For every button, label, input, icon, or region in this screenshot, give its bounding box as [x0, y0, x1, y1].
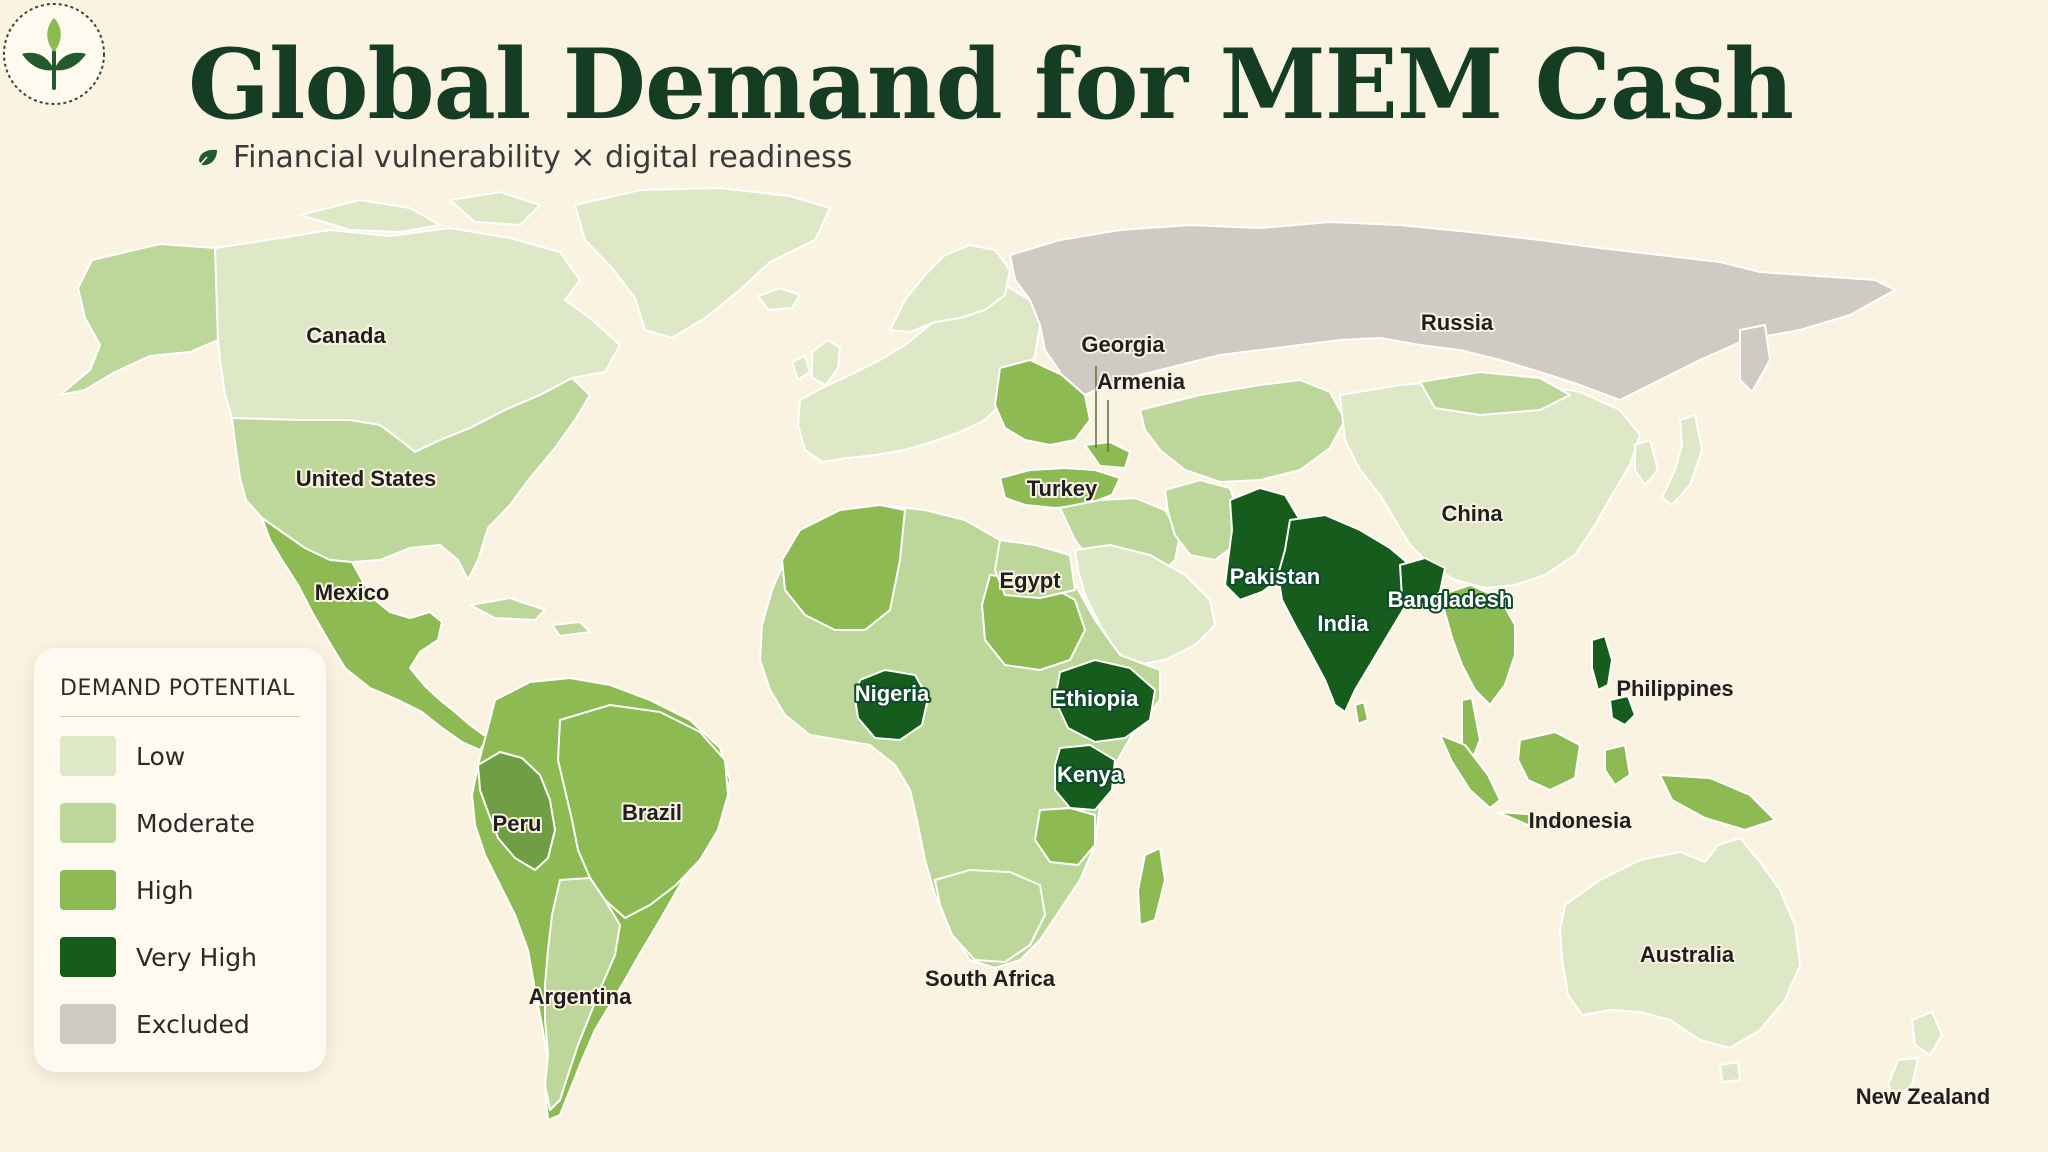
legend-item-high: High: [60, 870, 310, 910]
label-ethiopia: Ethiopia: [1052, 686, 1140, 711]
label-turkey: Turkey: [1027, 476, 1098, 501]
peru-region: [477, 751, 556, 871]
legend-divider: [60, 716, 300, 717]
sprout-icon: [3, 3, 105, 105]
sri-lanka-region: [1354, 701, 1369, 725]
arabian-peninsula-region: [1074, 544, 1216, 666]
kenya-region: [1054, 744, 1116, 811]
turkey-region: [999, 467, 1121, 509]
iceland-region: [757, 287, 801, 311]
label-australia: Australia: [1640, 942, 1735, 967]
indonesia-region: [1517, 731, 1581, 791]
label-brazil: Brazil: [622, 800, 682, 825]
new-guinea-region: [1659, 774, 1776, 831]
caucasus-region: [1084, 441, 1131, 469]
label-canada: Canada: [306, 323, 386, 348]
label-armenia: Armenia: [1097, 369, 1186, 394]
philippines-region: [1591, 635, 1613, 691]
kamchatka-region: [1739, 324, 1771, 393]
label-peru: Peru: [493, 811, 542, 836]
eastern-europe-region: [994, 359, 1091, 446]
page-title: Global Demand for MEM Cash: [188, 28, 1794, 141]
caribbean-region: [551, 621, 591, 637]
japan-region: [1661, 414, 1703, 506]
legend-panel: DEMAND POTENTIAL Low Moderate High Very …: [34, 648, 326, 1072]
russia-region: [1009, 221, 1896, 401]
southeast-asia-region: [1439, 584, 1516, 706]
label-kenya: Kenya: [1057, 762, 1124, 787]
legend-item-low: Low: [60, 736, 310, 776]
australia-region: [1559, 837, 1801, 1049]
alaska-region: [59, 243, 219, 396]
legend-label-high: High: [136, 876, 194, 905]
legend-item-moderate: Moderate: [60, 803, 310, 843]
label-philippines: Philippines: [1616, 676, 1733, 701]
page-subtitle: Financial vulnerability × digital readin…: [233, 140, 853, 175]
page-subtitle-row: Financial vulnerability × digital readin…: [195, 140, 852, 175]
label-pakistan: Pakistan: [1230, 564, 1321, 589]
mongolia-region: [1419, 371, 1571, 416]
legend-swatch-very-high: [60, 937, 116, 977]
legend-swatch-moderate: [60, 803, 116, 843]
label-china: China: [1441, 501, 1503, 526]
legend-label-low: Low: [136, 742, 186, 771]
legend-label-excluded: Excluded: [136, 1010, 250, 1039]
scandinavia-region: [889, 244, 1011, 333]
label-russia: Russia: [1421, 310, 1494, 335]
legend-title: DEMAND POTENTIAL: [60, 676, 295, 701]
greenland-region: [574, 187, 831, 339]
argentina-region: [544, 877, 621, 1111]
mexico-region: [261, 517, 489, 751]
arctic-islands-region: [449, 191, 541, 226]
legend-label-moderate: Moderate: [136, 809, 255, 838]
brazil-region: [557, 704, 729, 919]
madagascar-region: [1137, 847, 1166, 926]
iran-region: [1164, 479, 1241, 561]
tanzania-region: [1034, 807, 1096, 866]
label-south-africa: South Africa: [925, 966, 1056, 991]
legend-swatch-high: [60, 870, 116, 910]
legend-swatch-excluded: [60, 1004, 116, 1044]
label-egypt: Egypt: [999, 568, 1061, 593]
central-asia-region: [1139, 379, 1346, 483]
new-zealand-region: [1887, 1057, 1919, 1099]
indonesia-region: [1604, 744, 1631, 786]
legend-item-very-high: Very High: [60, 937, 310, 977]
north-africa-region: [781, 504, 906, 631]
label-indonesia: Indonesia: [1529, 808, 1632, 833]
indonesia-region: [1497, 811, 1601, 831]
label-bangladesh: Bangladesh: [1388, 587, 1513, 612]
legend-swatch-low: [60, 736, 116, 776]
southern-africa-region: [934, 869, 1046, 963]
arctic-islands-region: [299, 199, 441, 233]
legend-label-very-high: Very High: [136, 943, 258, 972]
label-argentina: Argentina: [529, 984, 632, 1009]
tasmania-region: [1719, 1061, 1741, 1083]
label-new-zealand: New Zealand: [1856, 1084, 1990, 1109]
label-georgia: Georgia: [1081, 332, 1165, 357]
new-zealand-region: [1911, 1011, 1943, 1056]
label-mexico: Mexico: [315, 580, 390, 605]
label-united-states: United States: [296, 466, 437, 491]
label-india: India: [1317, 611, 1369, 636]
indonesia-region: [1439, 734, 1501, 809]
leaf-icon: [197, 149, 217, 168]
label-nigeria: Nigeria: [855, 681, 930, 706]
philippines-region: [1609, 695, 1636, 726]
malay-peninsula-region: [1461, 697, 1481, 761]
legend-item-excluded: Excluded: [60, 1004, 310, 1044]
bangladesh-region: [1399, 557, 1446, 606]
india-region: [1277, 514, 1416, 713]
nigeria-region: [854, 669, 929, 741]
ireland-region: [791, 355, 811, 381]
egypt-region: [994, 539, 1076, 599]
uk-region: [811, 339, 841, 386]
caribbean-region: [469, 597, 546, 621]
korea-region: [1634, 439, 1659, 486]
ethiopia-region: [1054, 659, 1156, 743]
